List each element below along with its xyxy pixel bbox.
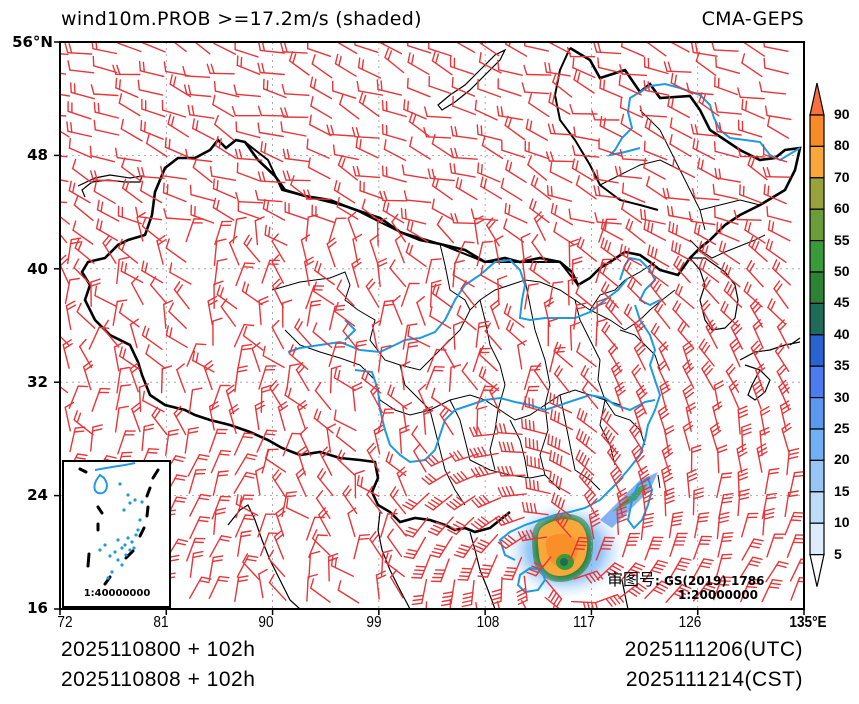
lat-label-32: 32: [27, 373, 48, 391]
colorbar-label-80: 80: [834, 137, 850, 154]
lon-label-90: 90: [258, 614, 274, 631]
lon-label-72: 72: [57, 614, 73, 631]
lon-label-108: 108: [476, 614, 500, 631]
lon-label-99: 99: [366, 614, 382, 631]
lat-label-24: 24: [27, 486, 48, 504]
lon-label-126: 126: [678, 614, 702, 631]
colorbar-label-20: 20: [834, 451, 850, 468]
colorbar-label-30: 30: [834, 388, 850, 405]
colorbar-label-70: 70: [834, 168, 850, 185]
lat-label-16: 16: [27, 599, 48, 617]
inset-scale-label: 1:40000000: [83, 588, 151, 599]
colorbar-label-25: 25: [834, 420, 850, 436]
boundaries: [77, 46, 802, 609]
colorbar-label-15: 15: [834, 482, 850, 499]
colorbar-label-5: 5: [834, 545, 842, 562]
colorbar-label-55: 55: [834, 231, 850, 248]
chart-title: wind10m.PROB >=17.2m/s (shaded): [61, 8, 422, 30]
lon-label-81: 81: [153, 614, 169, 631]
colorbar: [809, 82, 825, 587]
valid-time-cst: 2025111214(CST): [625, 668, 803, 691]
colorbar-label-90: 90: [834, 106, 850, 122]
colorbar-label-50: 50: [834, 263, 850, 279]
colorbar-label-60: 60: [834, 200, 850, 217]
init-time-cst: 2025110808 + 102h: [61, 668, 256, 691]
model-label: CMA-GEPS: [701, 8, 804, 30]
lon-label-135: 135°E: [789, 614, 827, 631]
approval-prefix: 审图号: [607, 570, 656, 589]
colorbar-label-40: 40: [834, 325, 850, 342]
colorbar-label-35: 35: [834, 357, 850, 374]
valid-time-utc: 2025111206(UTC): [624, 638, 803, 661]
south-china-sea-inset: [62, 460, 171, 608]
init-time-utc: 2025110800 + 102h: [61, 638, 256, 661]
lat-label-48: 48: [27, 146, 48, 164]
colorbar-label-45: 45: [834, 294, 850, 311]
lon-label-117: 117: [573, 614, 595, 631]
axis-ticks: [54, 41, 805, 615]
lat-label-40: 40: [27, 260, 48, 278]
approval-code: : GS(2019) 1786: [655, 574, 765, 588]
colorbar-label-10: 10: [834, 514, 850, 531]
map-approval-number: 审图号: GS(2019) 1786: [607, 566, 764, 590]
map-scale-label: 1:20000000: [678, 588, 758, 602]
lat-label-56: 56°N: [12, 33, 53, 51]
